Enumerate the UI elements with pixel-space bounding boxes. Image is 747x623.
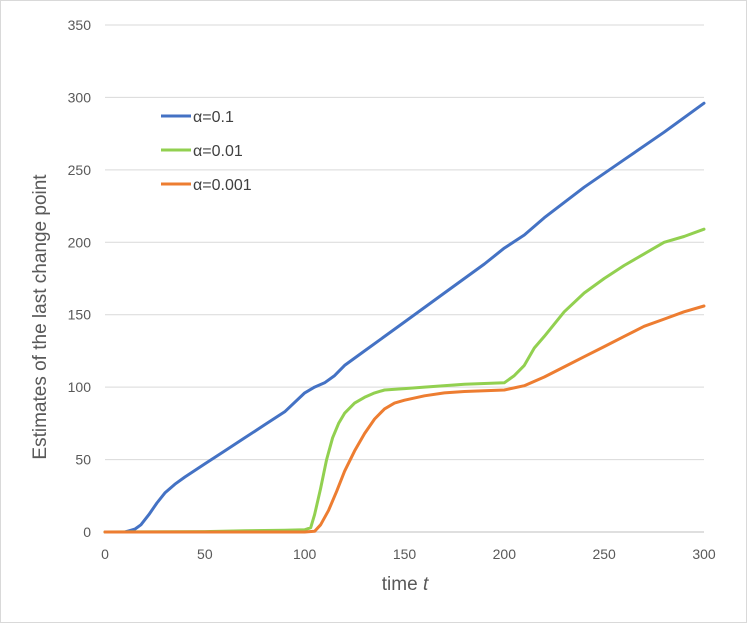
x-tick-label: 300 bbox=[692, 546, 716, 562]
y-tick-label: 300 bbox=[68, 89, 92, 105]
series-line-3 bbox=[103, 304, 706, 534]
x-axis-title-text: time bbox=[382, 574, 418, 595]
legend: α=0.1 α=0.01 α=0.001 bbox=[161, 109, 252, 194]
y-tick-label: 250 bbox=[68, 162, 92, 178]
x-tick-label: 250 bbox=[592, 546, 616, 562]
y-tick-labels: 0 50 100 150 200 250 300 350 bbox=[68, 17, 92, 540]
legend-label: α=0.1 bbox=[193, 109, 234, 126]
x-tick-label: 200 bbox=[493, 546, 517, 562]
x-tick-labels: 0 50 100 150 200 250 300 bbox=[101, 546, 716, 562]
x-axis-title-variable: t bbox=[423, 574, 429, 595]
gridlines bbox=[105, 24, 704, 461]
x-tick-label: 0 bbox=[101, 546, 109, 562]
x-tick-label: 150 bbox=[393, 546, 417, 562]
series-line-1 bbox=[103, 101, 706, 534]
y-tick-label: 50 bbox=[75, 452, 91, 468]
y-tick-label: 0 bbox=[83, 524, 91, 540]
y-tick-label: 350 bbox=[68, 17, 92, 33]
x-axis-title: time t bbox=[382, 574, 429, 595]
y-axis-title: Estimates of the last change point bbox=[30, 174, 51, 460]
series-lines bbox=[103, 101, 706, 534]
y-tick-label: 100 bbox=[68, 379, 92, 395]
y-tick-label: 150 bbox=[68, 307, 92, 323]
x-tick-label: 50 bbox=[197, 546, 213, 562]
series-line-2 bbox=[103, 227, 706, 534]
y-tick-label: 200 bbox=[68, 234, 92, 250]
legend-label: α=0.001 bbox=[193, 177, 252, 194]
legend-label: α=0.01 bbox=[193, 143, 243, 160]
x-tick-label: 100 bbox=[293, 546, 317, 562]
